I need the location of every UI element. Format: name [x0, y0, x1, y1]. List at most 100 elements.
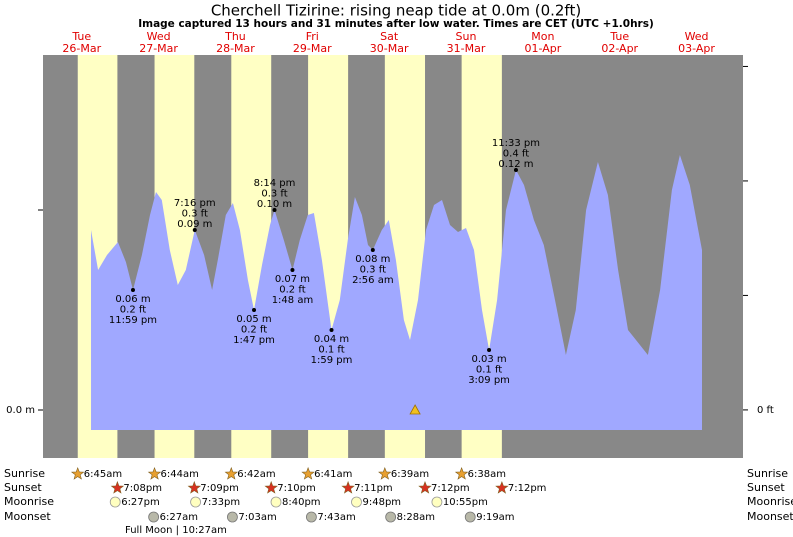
x-tick-weekday: Sat — [380, 30, 399, 43]
extreme-label: 1:47 pm — [233, 335, 275, 346]
x-tick-weekday: Sun — [456, 30, 477, 43]
extreme-point — [329, 328, 334, 332]
sunrise-time: 6:38am — [468, 469, 506, 480]
row-label-right: Moonrise — [747, 495, 793, 508]
plot-area — [43, 55, 743, 458]
moonrise-icon — [351, 496, 362, 508]
sunrise-icon — [454, 466, 469, 480]
x-tick-weekday: Wed — [147, 30, 171, 43]
sunset-icon — [264, 480, 278, 494]
moonset-time: 9:19am — [476, 512, 514, 523]
moonset-icon — [148, 511, 160, 523]
x-tick-date: 01-Apr — [524, 42, 561, 55]
extreme-label: 0.07 m — [275, 274, 310, 285]
x-tick-date: 26-Mar — [62, 42, 101, 55]
extreme-label: 0.2 ft — [241, 325, 267, 336]
sunset-time: 7:08pm — [123, 483, 162, 494]
extreme-label: 11:33 pm — [492, 138, 540, 149]
row-label-right: Sunrise — [747, 467, 788, 480]
row-label-left: Moonrise — [4, 495, 54, 508]
sunrise-time: 6:39am — [391, 469, 429, 480]
row-label-right: Moonset — [747, 510, 793, 523]
moonset-time: 6:27am — [160, 512, 198, 523]
x-tick-date: 28-Mar — [216, 42, 255, 55]
moonrise-time: 10:55pm — [443, 497, 488, 508]
y2-tick-label: 0 ft — [757, 405, 774, 416]
sunrise-time: 6:45am — [84, 469, 122, 480]
sunset-time: 7:10pm — [277, 483, 316, 494]
now-marker — [409, 404, 421, 415]
sunrise-time: 6:42am — [237, 469, 275, 480]
extreme-label: 0.2 ft — [279, 285, 305, 296]
extreme-point — [487, 348, 492, 352]
x-tick-date: 03-Apr — [678, 42, 715, 55]
extreme-label: 0.12 m — [498, 159, 533, 170]
sunrise-icon — [147, 466, 162, 480]
sunset-time: 7:12pm — [508, 483, 547, 494]
moonrise-time: 8:40pm — [282, 497, 321, 508]
sunset-icon — [110, 480, 125, 494]
tide-area — [91, 155, 703, 430]
row-label-left: Moonset — [4, 510, 51, 523]
moonset-time: 7:43am — [317, 512, 355, 523]
sunset-time: 7:09pm — [200, 483, 239, 494]
extreme-label: 11:59 pm — [109, 315, 157, 326]
moonset-time: 7:03am — [238, 512, 276, 523]
extreme-label: 2:56 am — [352, 275, 394, 286]
sunset-icon — [495, 480, 509, 494]
extreme-label: 0.3 ft — [360, 265, 386, 276]
x-tick-date: 31-Mar — [447, 42, 486, 55]
extreme-label: 0.4 ft — [503, 149, 529, 160]
sunrise-icon — [224, 466, 239, 480]
sunset-icon — [187, 480, 202, 494]
moonrise-time: 6:27pm — [121, 497, 160, 508]
extreme-label: 0.1 ft — [318, 345, 344, 356]
moonrise-icon — [270, 496, 282, 508]
extreme-label: 1:48 am — [272, 295, 314, 306]
x-tick-weekday: Fri — [306, 30, 319, 43]
extreme-label: 0.05 m — [236, 314, 271, 325]
moonset-icon — [305, 511, 317, 523]
moonrise-icon — [190, 496, 201, 508]
sunrise-time: 6:44am — [161, 469, 199, 480]
moon-phase: Full Moon | 10:27am — [125, 525, 227, 536]
sunset-icon — [341, 480, 355, 494]
extreme-label: 8:14 pm — [254, 178, 296, 189]
x-tick-date: 29-Mar — [293, 42, 332, 55]
extreme-point — [290, 268, 295, 272]
extreme-point — [370, 248, 375, 252]
moonset-icon — [385, 511, 397, 523]
extreme-label: 0.09 m — [177, 219, 212, 230]
sunset-icon — [418, 480, 432, 494]
extreme-label: 3:09 pm — [468, 375, 510, 386]
sunrise-time: 6:41am — [314, 469, 352, 480]
x-tick-date: 30-Mar — [370, 42, 409, 55]
extreme-label: 0.10 m — [257, 199, 292, 210]
sunset-time: 7:11pm — [354, 483, 393, 494]
sunset-time: 7:12pm — [431, 483, 470, 494]
chart-subtitle: Image captured 13 hours and 31 minutes a… — [138, 18, 654, 30]
row-label-left: Sunset — [4, 481, 42, 494]
moonset-icon — [227, 511, 238, 523]
moonset-icon — [464, 511, 476, 523]
extreme-point — [130, 288, 135, 292]
extreme-point — [252, 308, 257, 312]
extreme-label: 0.04 m — [314, 334, 349, 345]
x-tick-weekday: Tue — [71, 30, 91, 43]
extreme-label: 0.1 ft — [476, 365, 502, 376]
x-tick-weekday: Wed — [685, 30, 709, 43]
x-tick-date: 02-Apr — [601, 42, 638, 55]
extreme-label: 0.3 ft — [261, 189, 287, 200]
sunrise-icon — [378, 466, 392, 480]
moonrise-icon — [431, 496, 443, 508]
extreme-point — [513, 168, 518, 172]
extreme-label: 0.2 ft — [120, 305, 146, 316]
x-tick-weekday: Thu — [224, 30, 246, 43]
y-tick-label: 0.0 m — [6, 405, 35, 416]
row-label-right: Sunset — [747, 481, 785, 494]
extreme-label: 0.08 m — [355, 254, 390, 265]
sunrise-icon — [70, 466, 85, 480]
extreme-point — [192, 228, 197, 232]
extreme-label: 0.3 ft — [182, 209, 208, 220]
